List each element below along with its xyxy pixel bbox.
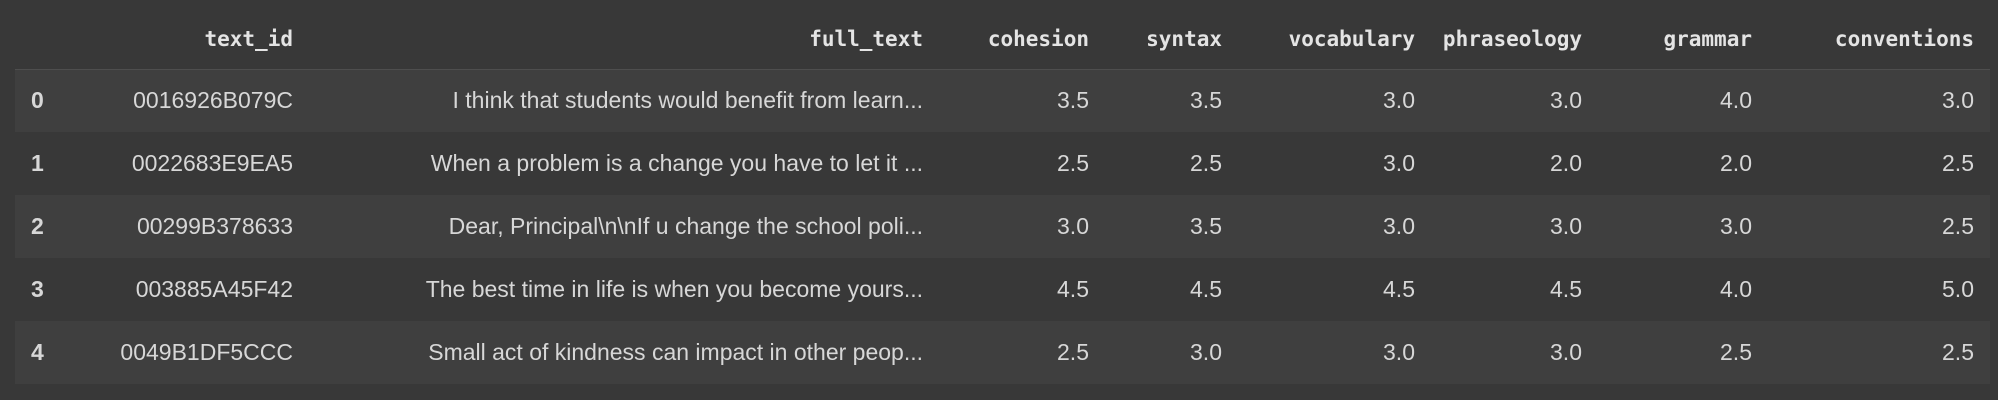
- grammar-cell: 4.0: [1720, 87, 1752, 114]
- conventions-cell: 2.5: [1942, 339, 1974, 365]
- column-header: cohesion: [939, 10, 1105, 70]
- text-id-cell: 0049B1DF5CCC: [120, 339, 293, 365]
- table-row: 0 0016926B079C I think that students wou…: [15, 69, 1990, 132]
- column-header: text_id: [65, 10, 309, 70]
- syntax-cell: 2.5: [1190, 150, 1222, 176]
- table-row: 3 003885A45F42 The best time in life is …: [15, 258, 1990, 321]
- row-index: 0: [31, 87, 44, 114]
- row-index: 2: [31, 213, 44, 239]
- table-row: 1 0022683E9EA5 When a problem is a chang…: [15, 132, 1990, 195]
- cohesion-cell: 3.5: [1057, 87, 1089, 114]
- syntax-cell: 3.5: [1190, 213, 1222, 239]
- column-header: syntax: [1105, 10, 1238, 70]
- cohesion-cell: 2.5: [1057, 150, 1089, 176]
- column-header: phraseology: [1431, 10, 1598, 70]
- phraseology-cell: 3.0: [1550, 213, 1582, 239]
- conventions-cell: 2.5: [1942, 213, 1974, 239]
- grammar-cell: 2.5: [1720, 339, 1752, 365]
- row-index: 4: [31, 339, 44, 365]
- vocabulary-cell: 3.0: [1383, 150, 1415, 176]
- full-text-cell: I think that students would benefit from…: [452, 87, 923, 114]
- text-id-cell: 003885A45F42: [135, 276, 293, 302]
- column-header: vocabulary: [1238, 10, 1431, 70]
- grammar-cell: 4.0: [1720, 276, 1752, 302]
- phraseology-cell: 2.0: [1550, 150, 1582, 176]
- syntax-cell: 4.5: [1190, 276, 1222, 302]
- column-header: grammar: [1598, 10, 1768, 70]
- column-header: conventions: [1768, 10, 1990, 70]
- grammar-cell: 2.0: [1720, 150, 1752, 176]
- text-id-cell: 00299B378633: [136, 213, 293, 239]
- conventions-cell: 3.0: [1942, 87, 1974, 114]
- row-index: 1: [31, 150, 44, 176]
- header-row: text_id full_text cohesion syntax vocabu…: [15, 10, 1990, 70]
- syntax-cell: 3.0: [1190, 339, 1222, 365]
- row-index: 3: [31, 276, 44, 302]
- phraseology-cell: 3.0: [1550, 339, 1582, 365]
- text-id-cell: 0016926B079C: [133, 87, 293, 114]
- grammar-cell: 3.0: [1720, 213, 1752, 239]
- conventions-cell: 2.5: [1942, 150, 1974, 176]
- cohesion-cell: 4.5: [1057, 276, 1089, 302]
- syntax-cell: 3.5: [1190, 87, 1222, 114]
- index-header: [15, 10, 65, 70]
- vocabulary-cell: 3.0: [1383, 339, 1415, 365]
- cohesion-cell: 3.0: [1057, 213, 1089, 239]
- phraseology-cell: 3.0: [1550, 87, 1582, 114]
- full-text-cell: Small act of kindness can impact in othe…: [428, 339, 923, 365]
- vocabulary-cell: 4.5: [1383, 276, 1415, 302]
- full-text-cell: The best time in life is when you become…: [425, 276, 923, 302]
- full-text-cell: When a problem is a change you have to l…: [430, 150, 923, 176]
- table-row: 2 00299B378633 Dear, Principal\n\nIf u c…: [15, 195, 1990, 258]
- phraseology-cell: 4.5: [1550, 276, 1582, 302]
- text-id-cell: 0022683E9EA5: [131, 150, 293, 176]
- vocabulary-cell: 3.0: [1383, 87, 1415, 114]
- table-row: 4 0049B1DF5CCC Small act of kindness can…: [15, 321, 1990, 384]
- full-text-cell: Dear, Principal\n\nIf u change the schoo…: [448, 213, 923, 239]
- conventions-cell: 5.0: [1942, 276, 1974, 302]
- dataframe-table: text_id full_text cohesion syntax vocabu…: [15, 10, 1990, 384]
- cohesion-cell: 2.5: [1057, 339, 1089, 365]
- vocabulary-cell: 3.0: [1383, 213, 1415, 239]
- column-header: full_text: [309, 10, 939, 70]
